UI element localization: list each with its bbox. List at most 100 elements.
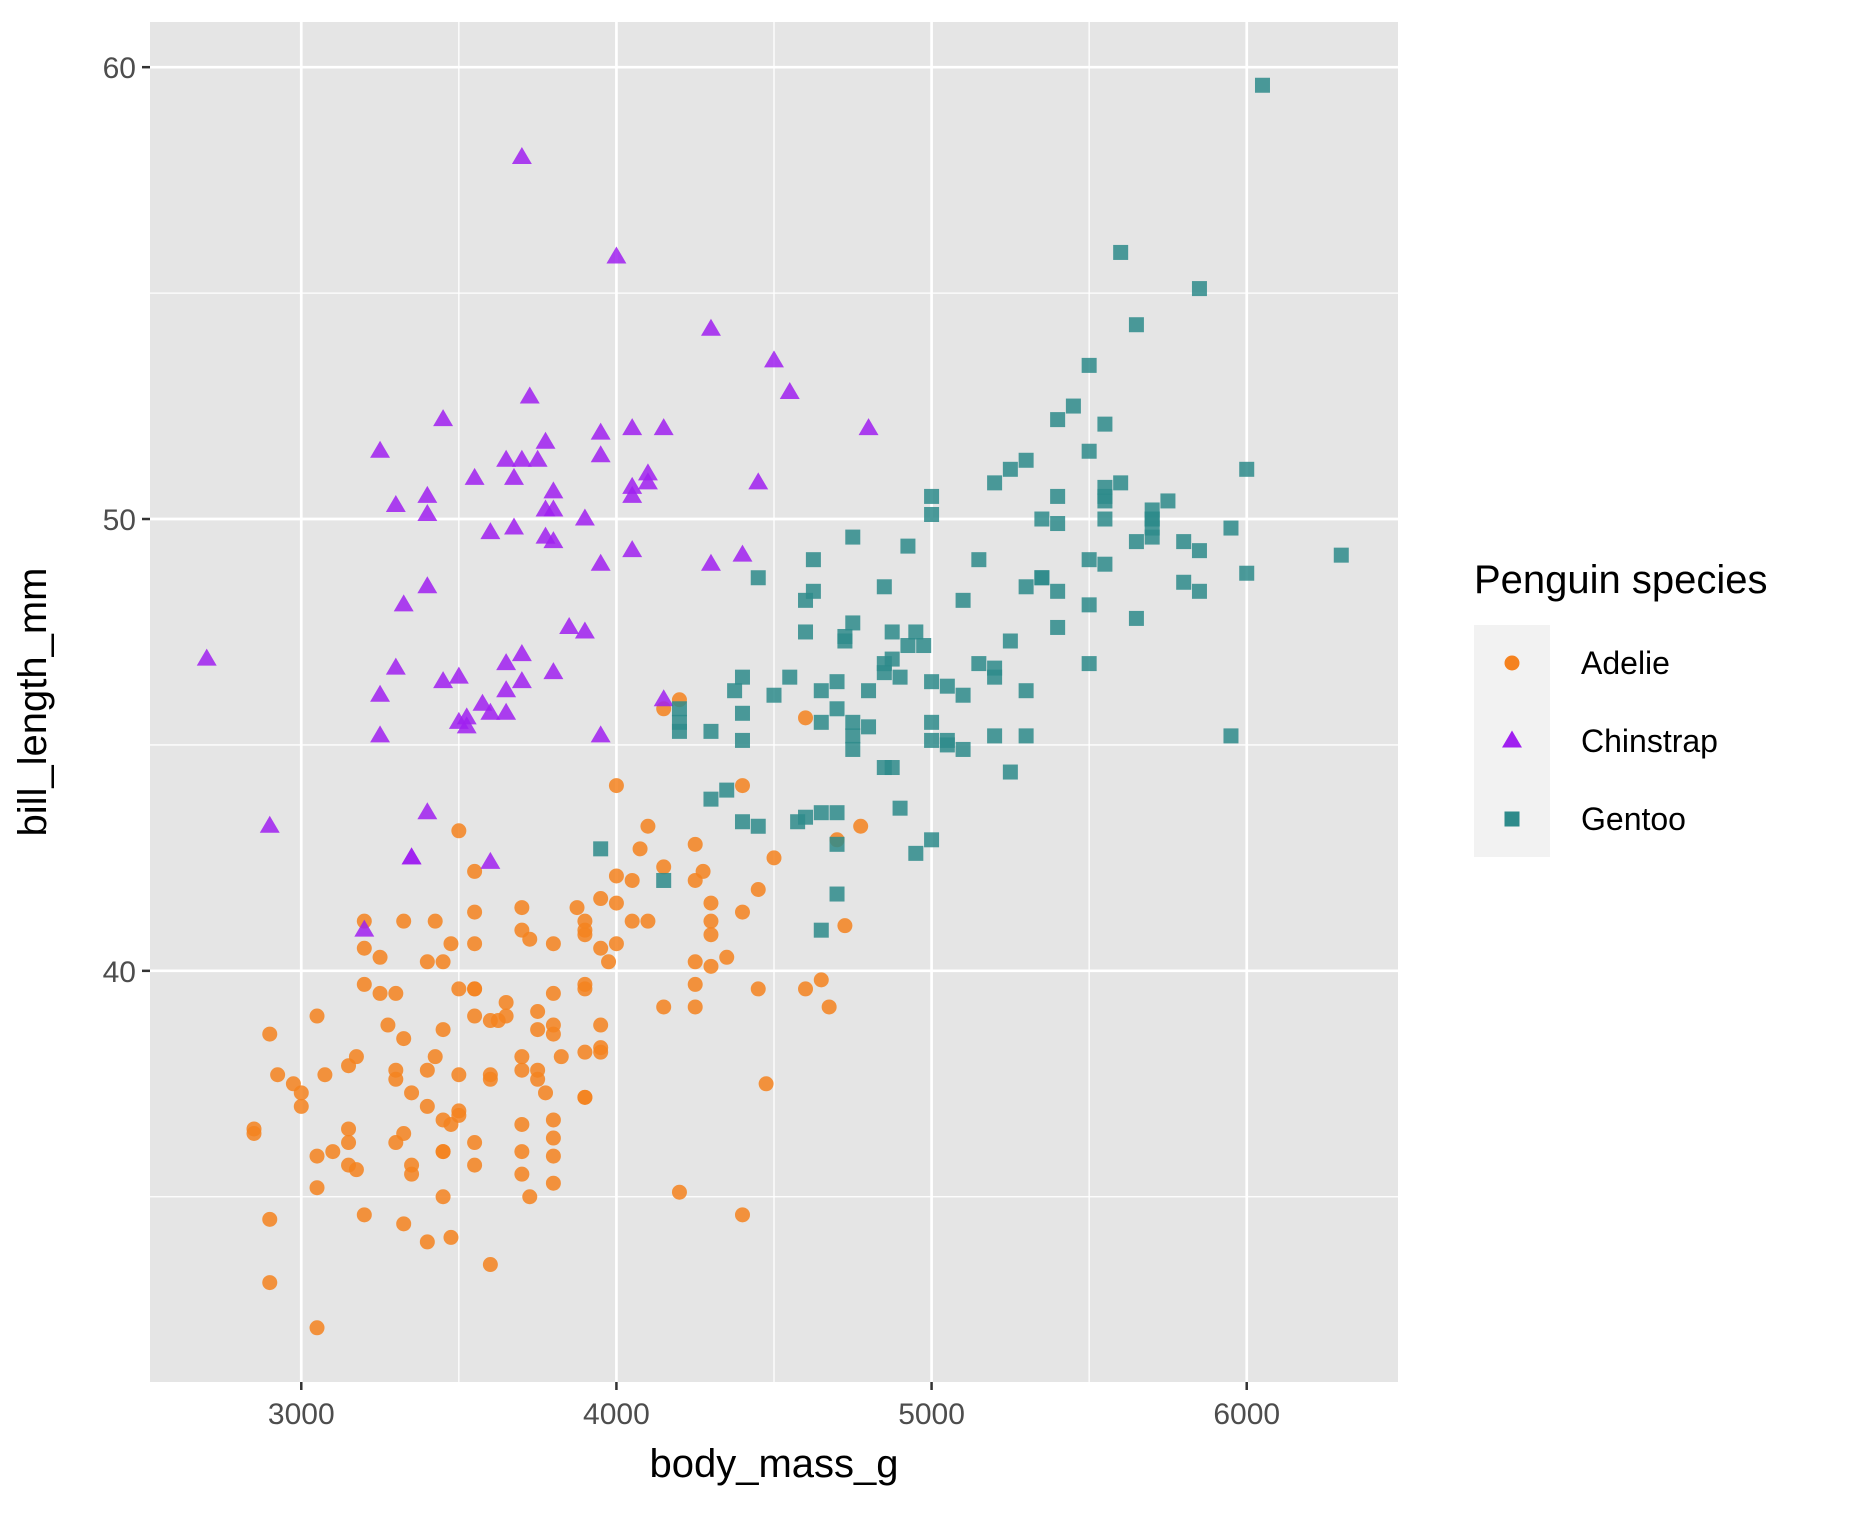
- adelie-point: [482, 1013, 498, 1029]
- gentoo-point: [1128, 317, 1144, 333]
- gentoo-point: [1144, 520, 1160, 536]
- adelie-point: [545, 1017, 561, 1033]
- adelie-point: [734, 904, 750, 920]
- adelie-point: [632, 841, 648, 857]
- adelie-point: [388, 1135, 404, 1151]
- gentoo-point: [671, 701, 687, 717]
- gentoo-point: [955, 592, 971, 608]
- gentoo-point: [900, 638, 916, 654]
- adelie-point: [530, 1022, 546, 1038]
- adelie-point: [656, 999, 672, 1015]
- adelie-point: [482, 1071, 498, 1087]
- chinstrap-point: [472, 693, 493, 711]
- gentoo-point: [1097, 416, 1113, 432]
- adelie-point: [640, 913, 656, 929]
- adelie-point: [522, 931, 538, 947]
- adelie-point: [553, 1049, 569, 1065]
- chinstrap-point: [519, 386, 540, 404]
- adelie-point: [758, 1076, 774, 1092]
- legend-key-chinstrap: [1502, 730, 1522, 748]
- gentoo-point: [1176, 534, 1192, 550]
- adelie-point: [545, 1112, 561, 1128]
- chinstrap-point: [622, 418, 643, 436]
- chinstrap-point: [417, 485, 438, 503]
- adelie-point: [451, 981, 467, 997]
- chinstrap-point: [535, 526, 556, 544]
- gentoo-point: [1050, 488, 1066, 504]
- chinstrap-point: [511, 449, 532, 467]
- chinstrap-point: [464, 467, 485, 485]
- chinstrap-point: [606, 246, 627, 264]
- adelie-point: [656, 859, 672, 875]
- legend-key-gentoo: [1504, 811, 1520, 827]
- chinstrap-point: [496, 702, 517, 720]
- adelie-point: [435, 954, 451, 970]
- chinstrap-point: [637, 472, 658, 490]
- gentoo-point: [1018, 728, 1034, 744]
- adelie-point: [467, 936, 483, 952]
- adelie-point: [372, 985, 388, 1001]
- chinstrap-point: [748, 472, 769, 490]
- gentoo-point: [845, 714, 861, 730]
- gentoo-point: [892, 669, 908, 685]
- gentoo-point: [813, 922, 829, 938]
- x-tick-label: 3000: [268, 1398, 335, 1431]
- adelie-point: [695, 863, 711, 879]
- gentoo-point: [1050, 516, 1066, 532]
- legend-label-chinstrap: Chinstrap: [1581, 723, 1718, 759]
- x-axis-title: body_mass_g: [649, 1442, 898, 1486]
- data-points: [196, 77, 1349, 1336]
- adelie-point: [419, 1234, 435, 1250]
- adelie-point: [601, 954, 617, 970]
- adelie-point: [341, 1121, 357, 1137]
- adelie-point: [608, 778, 624, 794]
- gentoo-point: [939, 678, 955, 694]
- adelie-point: [593, 1017, 609, 1033]
- adelie-point: [270, 1067, 286, 1083]
- adelie-point: [262, 1026, 278, 1042]
- gentoo-point: [1050, 619, 1066, 635]
- chinstrap-point: [196, 648, 217, 666]
- chinstrap-point: [535, 499, 556, 517]
- gentoo-point: [1191, 583, 1207, 599]
- gentoo-point: [884, 624, 900, 640]
- adelie-point: [719, 949, 735, 965]
- chinstrap-point: [543, 662, 564, 680]
- chinstrap-point: [433, 671, 454, 689]
- adelie-point: [703, 895, 719, 911]
- gentoo-point: [837, 633, 853, 649]
- adelie-point: [734, 1207, 750, 1223]
- gentoo-point: [656, 872, 672, 888]
- chinstrap-point: [370, 684, 391, 702]
- adelie-point: [577, 1044, 593, 1060]
- gentoo-point: [1176, 574, 1192, 590]
- adelie-point: [813, 972, 829, 988]
- gentoo-point: [1239, 565, 1255, 581]
- gentoo-point: [805, 583, 821, 599]
- adelie-point: [356, 1207, 372, 1223]
- gentoo-point: [884, 760, 900, 776]
- chinstrap-point: [574, 621, 595, 639]
- gentoo-point: [845, 615, 861, 631]
- x-axis-tick-labels: 3000 4000 5000 6000: [268, 1398, 1280, 1431]
- gentoo-point: [924, 732, 940, 748]
- chinstrap-point: [433, 409, 454, 427]
- adelie-point: [467, 1157, 483, 1173]
- gentoo-point: [924, 506, 940, 522]
- gentoo-point: [845, 529, 861, 545]
- adelie-point: [545, 1130, 561, 1146]
- gentoo-point: [805, 552, 821, 568]
- gentoo-point: [1097, 511, 1113, 527]
- adelie-point: [427, 1049, 443, 1065]
- adelie-point: [451, 1067, 467, 1083]
- chinstrap-point: [543, 531, 564, 549]
- adelie-point: [569, 900, 585, 916]
- gentoo-point: [861, 683, 877, 699]
- gentoo-point: [750, 570, 766, 586]
- chinstrap-point: [653, 418, 674, 436]
- gentoo-point: [1191, 281, 1207, 297]
- adelie-point: [837, 918, 853, 934]
- gentoo-point: [908, 845, 924, 861]
- adelie-point: [514, 1116, 530, 1132]
- gentoo-point: [845, 728, 861, 744]
